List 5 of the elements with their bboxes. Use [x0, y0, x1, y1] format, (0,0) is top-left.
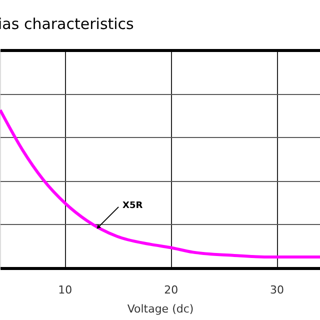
x-tick-label: 30 — [270, 284, 284, 296]
x-axis-title: Voltage (dc) — [127, 302, 194, 316]
annotation: X5R — [122, 200, 143, 211]
x-tick-label: 20 — [164, 284, 178, 296]
x-tick-label: 10 — [58, 284, 72, 296]
